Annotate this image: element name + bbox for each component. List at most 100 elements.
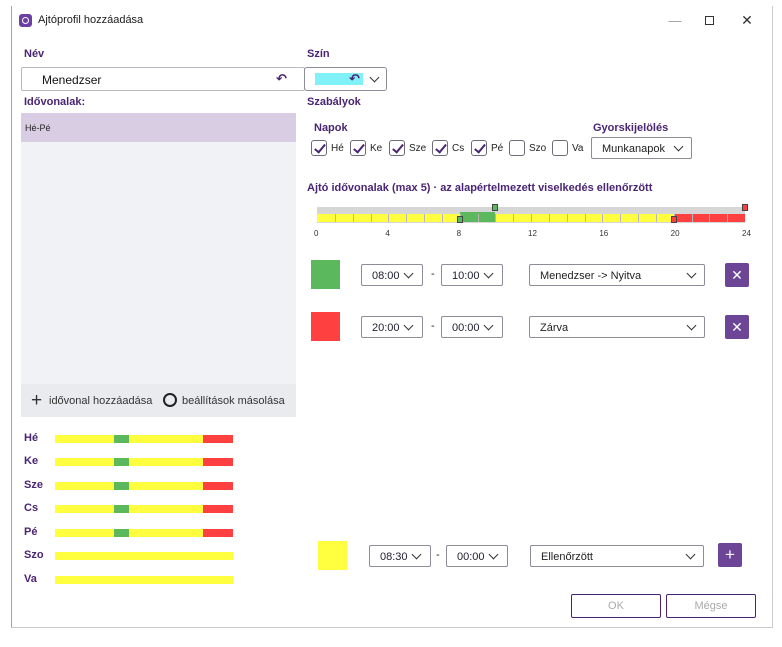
- timeline-handle[interactable]: [742, 204, 748, 211]
- day-summary-label: Sze: [24, 479, 43, 491]
- timeline-gridline: [406, 214, 408, 222]
- timeline-handle[interactable]: [492, 204, 499, 211]
- timeline-tick: 12: [528, 229, 537, 238]
- day-checkbox-1[interactable]: [311, 140, 327, 156]
- day-summary-segment: [129, 458, 204, 466]
- day-summary-bar: [55, 435, 233, 443]
- rule-action-select[interactable]: Zárva: [529, 316, 705, 338]
- timeline-segment: [673, 214, 745, 222]
- timeline-handle[interactable]: [456, 216, 463, 223]
- timeline-gridline: [495, 214, 497, 222]
- day-summary-bar: [55, 552, 233, 560]
- day-summary-label: Pé: [24, 526, 38, 538]
- day-summary-segment: [55, 458, 115, 466]
- dash: -: [431, 320, 435, 332]
- dash: -: [436, 549, 440, 561]
- day-checkbox-5[interactable]: [471, 140, 487, 156]
- rule-color[interactable]: [311, 260, 340, 289]
- copy-icon[interactable]: [163, 393, 177, 407]
- day-checkbox-label: Pé: [491, 143, 504, 154]
- timeline-gridline: [352, 214, 354, 222]
- days-label: Napok: [314, 122, 348, 134]
- timeline-gridline: [566, 214, 568, 222]
- timeline-gridline: [531, 214, 532, 222]
- remove-rule-button[interactable]: ✕: [725, 315, 749, 339]
- day-summary-segment: [114, 505, 130, 513]
- day-summary-segment: [55, 552, 233, 560]
- timeline-gridline: [334, 214, 336, 222]
- plus-icon: +: [725, 545, 735, 564]
- app-icon: [19, 14, 32, 27]
- timeline-bar[interactable]: 0 4 8 12 16 20 24: [314, 202, 751, 242]
- chevron-down-icon: [488, 549, 499, 560]
- rule-action: Zárva: [540, 322, 569, 334]
- maximize-button[interactable]: [698, 11, 720, 29]
- rule-start-select[interactable]: 20:00: [361, 316, 423, 338]
- dash: -: [431, 268, 435, 280]
- day-checkbox-label: Ke: [370, 143, 383, 154]
- chevron-down-icon: [686, 268, 697, 279]
- rule-action: Menedzser -> Nyitva: [540, 270, 642, 282]
- name-input[interactable]: Menedzser ↶: [21, 67, 305, 91]
- chevron-down-icon: [403, 320, 414, 331]
- chevron-down-icon: [673, 141, 684, 152]
- timeline-gridline: [638, 214, 639, 222]
- day-summary-segment: [55, 435, 115, 443]
- day-summary-bar: [55, 576, 233, 584]
- day-summary-label: Hé: [24, 432, 39, 444]
- add-rule-button[interactable]: +: [718, 543, 742, 567]
- timeline-gridline: [602, 214, 604, 222]
- add-timeslot-button[interactable]: idővonal hozzáadása: [49, 395, 153, 407]
- undo-icon[interactable]: ↶: [276, 71, 287, 86]
- day-summary-segment: [129, 435, 204, 443]
- chevron-down-icon: [483, 320, 494, 331]
- day-checkbox-3[interactable]: [389, 140, 405, 156]
- day-checkbox-2[interactable]: [350, 140, 366, 156]
- day-checkbox-4[interactable]: [432, 140, 448, 156]
- quick-select-dropdown[interactable]: Munkanapok: [591, 137, 692, 159]
- chevron-down-icon: [685, 549, 696, 560]
- chevron-down-icon: [483, 268, 494, 279]
- maximize-icon: [704, 15, 714, 25]
- day-summary-segment: [114, 435, 130, 443]
- new-rule-start-select[interactable]: 08:30: [369, 545, 431, 567]
- day-summary-label: Va: [24, 573, 37, 585]
- day-summary-bar: [55, 458, 233, 466]
- timeline-tick: 24: [742, 229, 751, 238]
- timeline-segment: [495, 214, 674, 222]
- rule-color[interactable]: [311, 312, 340, 341]
- timeline-gridline: [477, 214, 479, 222]
- minimize-button[interactable]: —: [668, 12, 682, 28]
- day-checkbox-7[interactable]: [552, 140, 568, 156]
- cancel-button[interactable]: Mégse: [666, 594, 756, 618]
- chevron-down-icon: [411, 549, 422, 560]
- day-summary-segment: [114, 482, 130, 490]
- rule-start-select[interactable]: 08:00: [361, 264, 423, 286]
- new-rule-end: 00:00: [457, 551, 485, 563]
- day-summary-segment: [114, 458, 130, 466]
- rule-end-select[interactable]: 00:00: [441, 316, 503, 338]
- color-undo-icon[interactable]: ↶: [349, 71, 360, 86]
- plus-icon[interactable]: +: [31, 390, 43, 411]
- remove-rule-button[interactable]: ✕: [725, 263, 749, 287]
- rule-end-select[interactable]: 10:00: [441, 264, 503, 286]
- day-checkbox-label: Va: [572, 143, 584, 154]
- rule-action-select[interactable]: Menedzser -> Nyitva: [529, 264, 705, 286]
- timeline-gridline: [424, 214, 425, 222]
- day-checkbox-label: Szo: [529, 143, 547, 154]
- ok-button[interactable]: OK: [571, 594, 661, 618]
- close-button[interactable]: ✕: [741, 11, 753, 28]
- timeline-handle[interactable]: [670, 216, 677, 223]
- new-rule-color[interactable]: [318, 541, 347, 570]
- new-rule-action-select[interactable]: Ellenőrzött: [530, 545, 704, 567]
- day-checkbox-6[interactable]: [509, 140, 525, 156]
- copy-settings-button[interactable]: beállítások másolása: [182, 395, 285, 407]
- day-summary-segment: [129, 505, 204, 513]
- new-rule-end-select[interactable]: 00:00: [446, 545, 508, 567]
- color-picker[interactable]: ↶: [304, 67, 387, 91]
- day-summary-bar: [55, 505, 233, 513]
- day-summary-label: Cs: [24, 502, 39, 514]
- timeslot-list[interactable]: Hé-Pé: [21, 113, 296, 385]
- x-icon: ✕: [731, 318, 743, 335]
- list-item[interactable]: Hé-Pé: [21, 113, 296, 142]
